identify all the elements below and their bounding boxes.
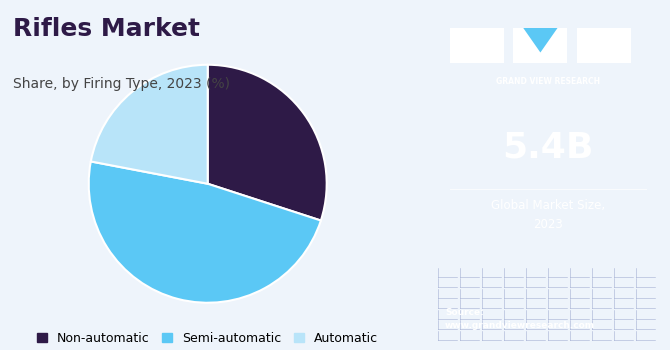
FancyBboxPatch shape xyxy=(577,28,631,63)
Text: Rifles Market: Rifles Market xyxy=(13,18,200,42)
Text: 5.4B: 5.4B xyxy=(502,130,594,164)
Text: Global Market Size,
2023: Global Market Size, 2023 xyxy=(490,199,605,231)
FancyBboxPatch shape xyxy=(513,28,567,63)
FancyBboxPatch shape xyxy=(450,28,504,63)
Wedge shape xyxy=(88,161,321,303)
Polygon shape xyxy=(523,28,557,52)
Text: Source:
www.grandviewresearch.com: Source: www.grandviewresearch.com xyxy=(445,308,595,330)
Text: Share, by Firing Type, 2023 (%): Share, by Firing Type, 2023 (%) xyxy=(13,77,230,91)
Wedge shape xyxy=(91,65,208,184)
Legend: Non-automatic, Semi-automatic, Automatic: Non-automatic, Semi-automatic, Automatic xyxy=(32,327,383,350)
Text: GRAND VIEW RESEARCH: GRAND VIEW RESEARCH xyxy=(496,77,600,86)
Wedge shape xyxy=(208,65,327,220)
